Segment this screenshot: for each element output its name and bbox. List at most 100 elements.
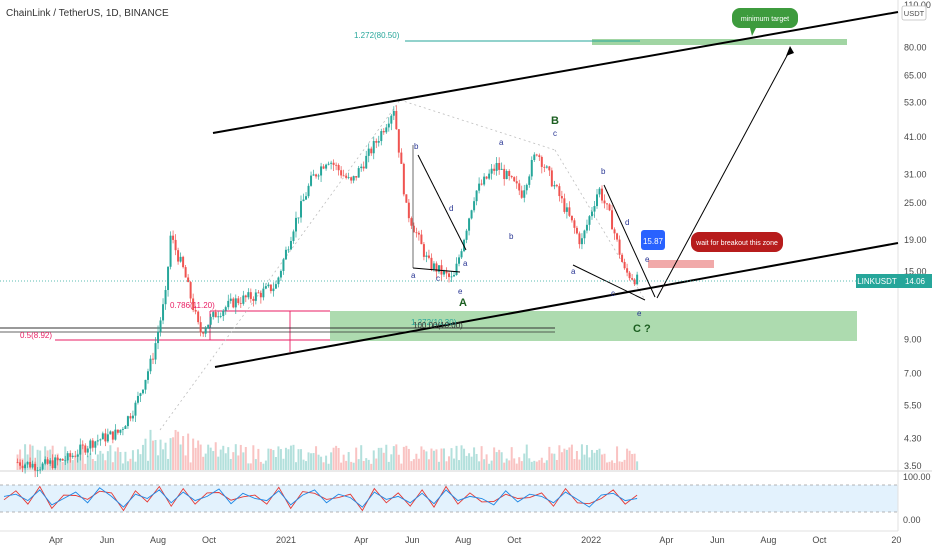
candle-body xyxy=(588,216,591,225)
candle-body xyxy=(578,233,581,245)
volume-bar xyxy=(422,449,425,470)
candle-body xyxy=(277,277,280,285)
candle-body xyxy=(385,127,388,133)
candle-body xyxy=(194,310,197,312)
volume-bar xyxy=(530,461,533,470)
candle-body xyxy=(279,270,282,278)
time-tick-13: Oct xyxy=(812,535,827,545)
unit-badge[interactable] xyxy=(901,5,927,21)
candle-body xyxy=(380,131,383,142)
price-tag-text: 15.87 xyxy=(643,237,664,246)
volume-bar xyxy=(380,447,383,470)
candle-body xyxy=(46,459,49,464)
volume-bar xyxy=(475,453,478,470)
time-tick-3: Oct xyxy=(202,535,217,545)
rsi-axis: 100.00 0.00 xyxy=(903,472,931,525)
volume-bar xyxy=(631,454,634,470)
volume-bar xyxy=(390,454,393,470)
candle-body xyxy=(450,276,453,278)
volume-bar xyxy=(129,458,132,470)
candle-body xyxy=(498,162,501,170)
volume-bar xyxy=(109,445,112,470)
volume-bar xyxy=(382,452,385,470)
volume-bar xyxy=(272,450,275,470)
candle-body xyxy=(254,292,257,301)
candle-body xyxy=(387,123,390,128)
sub-a-label-1: a xyxy=(411,271,416,280)
candle-body xyxy=(357,168,360,178)
candle-body xyxy=(99,439,102,441)
volume-bar xyxy=(465,455,468,470)
candle-body xyxy=(207,324,210,329)
candle-body xyxy=(287,249,290,251)
candle-body xyxy=(490,168,493,174)
volume-bar xyxy=(417,458,420,470)
volume-bar xyxy=(478,461,481,470)
volume-bar xyxy=(337,447,340,470)
volume-bar xyxy=(69,456,72,470)
projection-dotted-2 xyxy=(399,99,556,151)
candle-body xyxy=(340,170,343,176)
candle-body xyxy=(422,244,425,257)
support-zone xyxy=(330,311,857,341)
volume-bar xyxy=(402,446,405,470)
volume-bar xyxy=(284,447,287,470)
candle-body xyxy=(553,185,556,187)
channel-lower-line xyxy=(214,242,899,368)
volume-bar xyxy=(538,460,541,470)
candle-body xyxy=(410,218,413,226)
candle-body xyxy=(560,196,563,199)
candle-body xyxy=(157,331,160,344)
current-price-text: 14.06 xyxy=(905,277,926,286)
volume-bar xyxy=(580,444,583,470)
candle-body xyxy=(555,185,558,187)
volume-bar xyxy=(347,452,350,470)
candle-body xyxy=(563,198,566,212)
volume-bar xyxy=(187,433,190,470)
candle-body xyxy=(257,292,260,294)
volume-bar xyxy=(611,460,614,470)
volume-bar xyxy=(543,462,546,470)
candle-body xyxy=(111,431,114,440)
candle-body xyxy=(402,163,405,195)
volume-bar xyxy=(152,440,155,470)
candle-body xyxy=(64,460,67,462)
candle-body xyxy=(229,298,232,301)
volume-bar xyxy=(59,459,62,470)
candle-body xyxy=(36,469,39,471)
time-tick-9: 2022 xyxy=(581,535,601,545)
volume-bar xyxy=(415,453,418,470)
candle-body xyxy=(49,460,52,464)
candle-body xyxy=(347,177,350,179)
volume-bar xyxy=(224,453,227,470)
volume-bar xyxy=(126,461,129,470)
volume-bar xyxy=(119,451,122,470)
time-axis: Apr Jun Aug Oct 2021 Apr Jun Aug Oct 2022 Apr Jun Au… xyxy=(49,535,901,545)
candle-body xyxy=(182,256,185,268)
time-tick-4: 2021 xyxy=(276,535,296,545)
sub-e-label-2: e xyxy=(637,309,642,318)
candle-body xyxy=(400,152,403,164)
volume-bar xyxy=(327,463,330,470)
volume-bar xyxy=(264,460,267,470)
volume-bar xyxy=(237,455,240,470)
price-tick-4: 41.00 xyxy=(904,132,927,142)
volume-bar xyxy=(560,452,563,470)
volume-bar xyxy=(322,462,325,470)
candle-body xyxy=(445,270,448,274)
candle-body xyxy=(89,440,92,449)
candle-body xyxy=(189,282,192,299)
candle-body xyxy=(79,444,82,455)
candle-body xyxy=(430,257,433,270)
volume-bar xyxy=(575,451,578,470)
volume-bar xyxy=(545,460,548,470)
candle-body xyxy=(435,263,438,272)
candle-body xyxy=(249,292,252,299)
candle-body xyxy=(488,173,491,179)
candle-body xyxy=(172,235,175,240)
volume-bar xyxy=(244,447,247,470)
volume-bar xyxy=(81,444,84,470)
volume-bar xyxy=(377,447,380,470)
candle-body xyxy=(515,181,518,184)
volume-bar xyxy=(360,445,363,470)
